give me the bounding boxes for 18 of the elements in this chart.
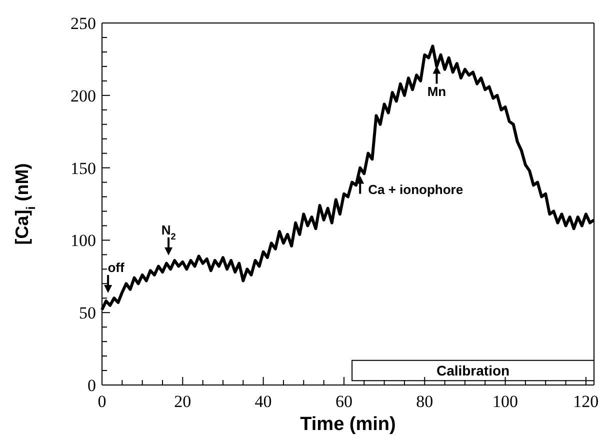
annotation: Mn [427, 84, 446, 99]
x-tick-label: 60 [335, 392, 352, 411]
x-tick-label: 80 [416, 392, 434, 411]
y-tick-label: 50 [79, 304, 96, 323]
y-tick-label: 250 [70, 14, 96, 33]
x-tick-label: 20 [174, 392, 192, 411]
y-tick-label: 150 [70, 158, 96, 178]
y-tick-label: 0 [88, 376, 96, 395]
x-tick-label: 100 [492, 392, 518, 411]
annotation: Ca + ionophore [368, 182, 464, 197]
x-axis-title: Time (min) [300, 414, 396, 435]
y-tick-label: 200 [70, 86, 96, 106]
annotation: N$_{2}$ [161, 222, 176, 242]
y-tick-label: 100 [70, 231, 96, 250]
x-tick-label: 40 [254, 392, 272, 411]
band-label: Calibration [436, 362, 510, 378]
x-tick-label: 120 [573, 392, 599, 411]
annotation: off [108, 260, 125, 276]
